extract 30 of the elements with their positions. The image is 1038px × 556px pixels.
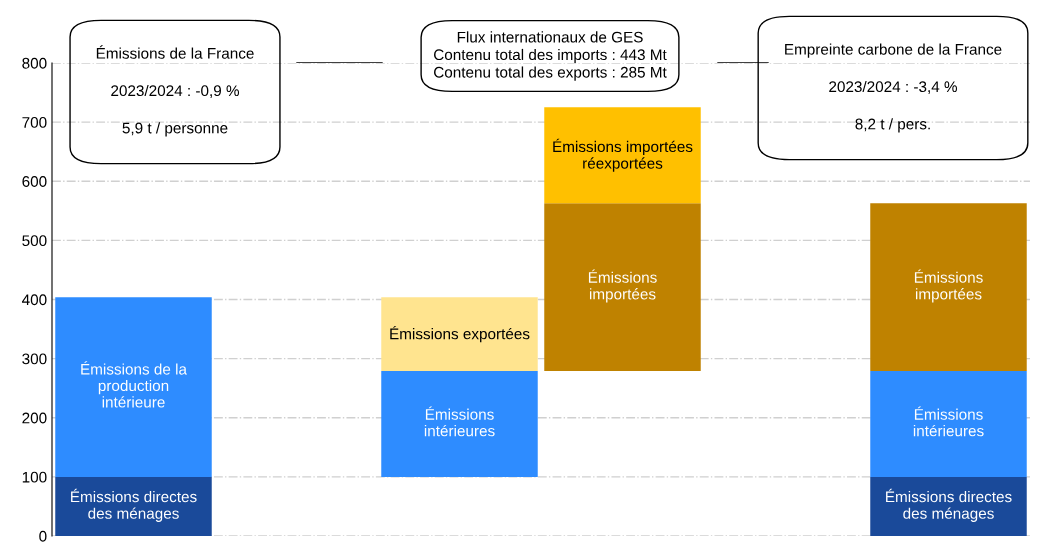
y-tick-label: 400 [22, 294, 47, 306]
data-label: Émissions exportées [390, 325, 530, 343]
data-label: Émissions importées réexportées [553, 138, 693, 172]
bar [55, 476, 212, 536]
text: Émissions de la France 2023/2024 : -0,9 % 5,9 t / personne [96, 45, 254, 137]
y-tick-label: 500 [22, 235, 47, 247]
bar [381, 297, 538, 372]
y-tick-label: 100 [22, 471, 47, 483]
bar [870, 476, 1027, 536]
bar [544, 107, 701, 204]
bar [544, 203, 701, 372]
data-label: Émissions directes des ménages [886, 488, 1012, 522]
data-label: Émissions directes des ménages [71, 488, 197, 522]
y-tick-label: 0 [39, 530, 47, 542]
data-label: Émissions de la production intérieure [81, 361, 187, 408]
data-label: Émissions importées [914, 269, 983, 303]
y-tick-label: 300 [22, 353, 47, 365]
data-label: Émissions intérieures [913, 406, 984, 437]
y-tick-label: 800 [22, 57, 47, 69]
annotation: Flux internationaux de GES Contenu total des imports : 443 Mt Contenu total des exports : 285 Mt [434, 31, 667, 81]
y-tick-label: 200 [22, 412, 47, 424]
y-tick-label: 600 [22, 176, 47, 187]
text: Empreinte carbone de la France 2023/2024 : -3,4 % 8,2 t / pers. [785, 43, 1002, 133]
data-label: Émissions intérieures [424, 406, 495, 437]
y-tick-label: 700 [22, 116, 47, 128]
data-label: Émissions importées [588, 269, 657, 303]
bar [381, 371, 538, 477]
bar [870, 203, 1027, 372]
bar [870, 371, 1027, 477]
bar [55, 297, 212, 477]
